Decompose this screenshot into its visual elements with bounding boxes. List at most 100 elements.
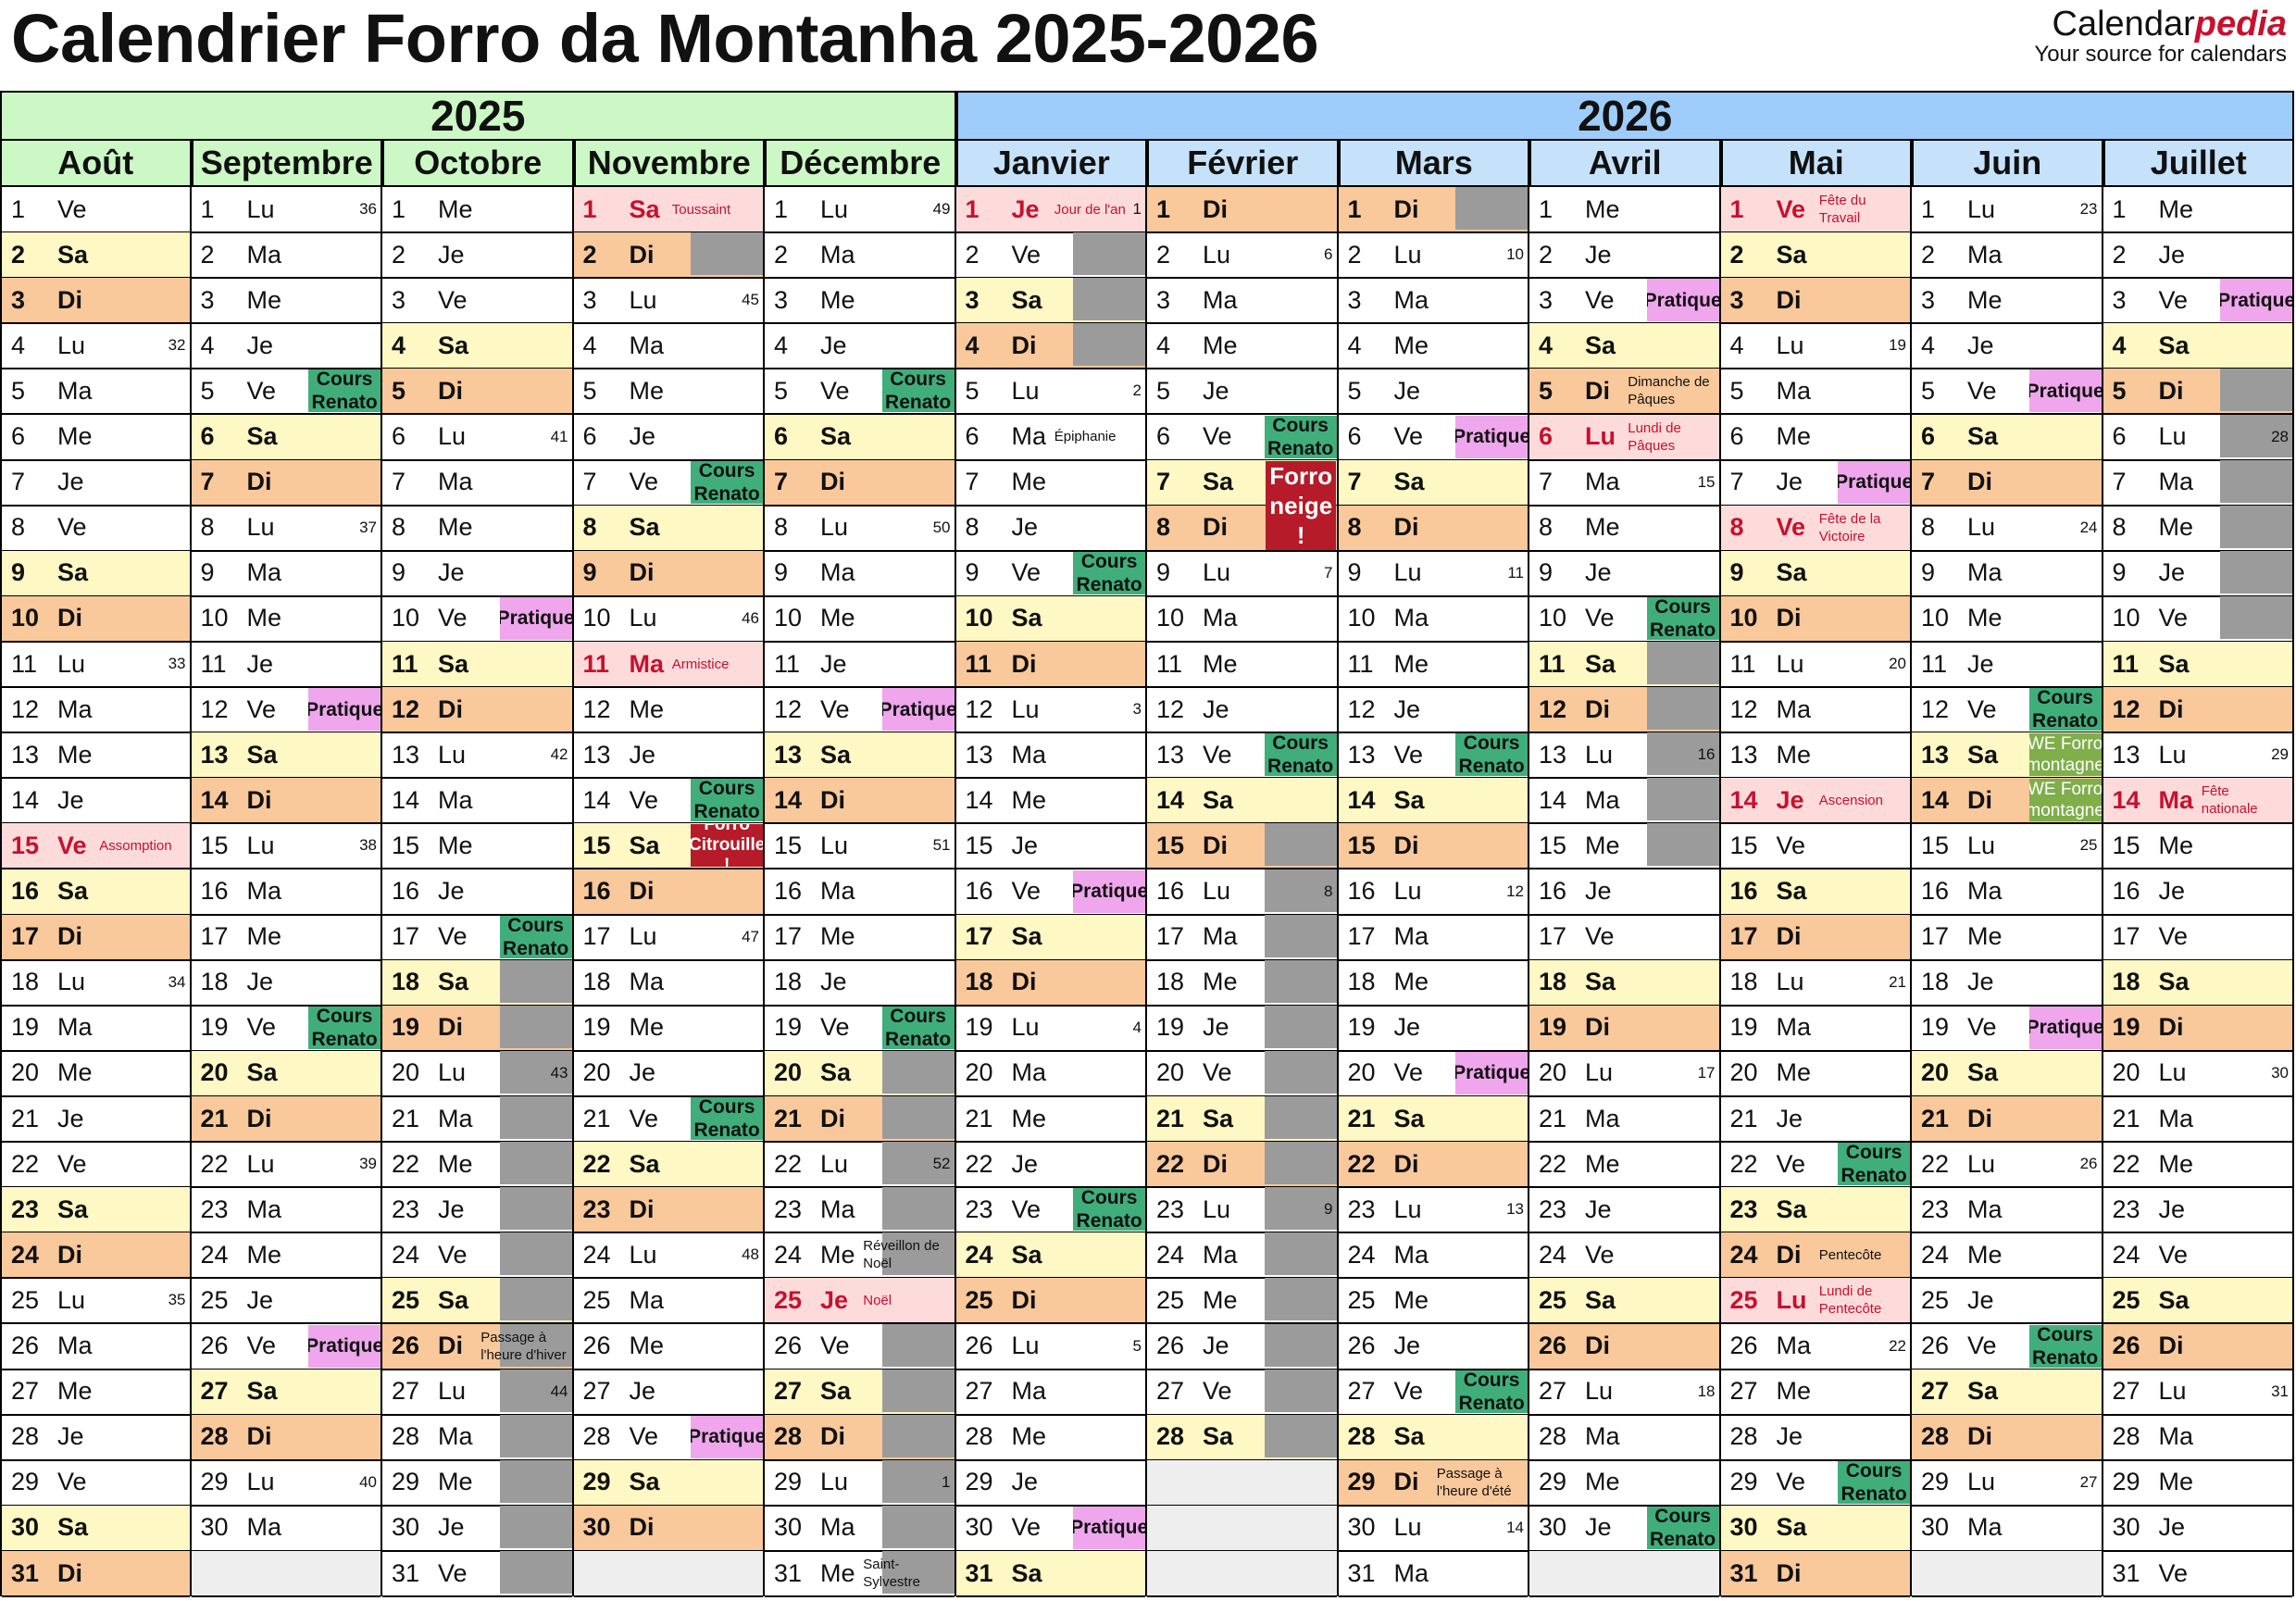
day-cell[interactable]: 7 Di [765,459,955,507]
day-cell[interactable]: 22 Lu 39 [191,1142,381,1189]
day-cell[interactable]: 3 Di [1720,278,1910,325]
day-cell[interactable]: 15 Ve Assomption [2,823,190,870]
day-cell[interactable]: 20 Ma [955,1051,1145,1097]
day-cell[interactable]: 20 Sa [765,1050,955,1097]
day-cell[interactable]: 6 Lu Lundi de Pâques [1529,414,1719,461]
day-cell[interactable]: 19 Di [1529,1005,1719,1052]
day-cell[interactable]: 29 Me [382,1459,572,1507]
day-cell[interactable]: 31 Ma [1338,1551,1528,1598]
day-cell[interactable]: 5 Di Dimanche de Pâques [1529,369,1719,416]
day-cell[interactable]: 3 Ve [382,278,572,325]
day-cell[interactable]: 29 Ve Cours Renato [1720,1460,1910,1507]
day-cell[interactable]: 6 Je [573,415,763,461]
day-cell[interactable]: 16 Ma [765,869,955,916]
day-cell[interactable]: 2 Ma [1912,232,2102,280]
day-cell[interactable]: 20 Lu 43 [382,1050,572,1097]
day-cell[interactable]: 29 Me [2103,1460,2292,1507]
event-cours[interactable]: Cours Renato [881,369,955,413]
day-cell[interactable]: 13 Ma [955,732,1145,780]
day-cell[interactable]: 14 Ma Fête nationale [2103,778,2292,825]
event-cours[interactable]: Cours Renato [1264,415,1337,458]
day-cell[interactable]: 24 Di Pentecôte [1720,1232,1910,1280]
day-cell[interactable]: 3 Di [2,278,190,325]
day-cell[interactable]: 28 Sa [1338,1414,1528,1461]
day-cell[interactable]: 26 Di [1529,1323,1719,1370]
day-cell[interactable]: 21 Ve Cours Renato [573,1096,763,1144]
day-cell[interactable]: 5 Ma [2,369,190,416]
day-cell[interactable]: 16 Je [382,869,572,916]
day-cell[interactable]: 27 Ma [955,1370,1145,1416]
day-cell[interactable]: 26 Ma [2,1324,190,1370]
day-cell[interactable]: 13 Ve Cours Renato [1147,732,1337,780]
day-cell[interactable]: 26 Je [1338,1324,1528,1370]
day-cell[interactable]: 20 Me [1720,1051,1910,1097]
day-cell[interactable]: 29 Ve [2,1460,190,1507]
day-cell[interactable]: 29 Lu 27 [1912,1460,2102,1507]
day-cell[interactable]: 17 Di [2,914,190,961]
day-cell[interactable]: 21 Ma [382,1096,572,1144]
day-cell[interactable]: 30 Je Cours Renato [1529,1506,1719,1552]
event-prat[interactable]: Pratique [2220,279,2292,322]
day-cell[interactable]: 26 Je [1147,1323,1337,1370]
day-cell[interactable]: 13 Sa WE Forro montagne [1912,732,2102,780]
day-cell[interactable]: 4 Lu 32 [2,323,190,370]
day-cell[interactable]: 11 Je [765,642,955,689]
day-cell[interactable]: 26 Lu 5 [955,1324,1145,1370]
event-cours[interactable]: Cours Renato [1073,551,1145,594]
day-cell[interactable]: 11 Lu 20 [1720,642,1910,689]
day-cell[interactable]: 10 Ve Pratique [382,596,572,643]
day-cell[interactable]: 27 Sa [1912,1369,2102,1416]
day-cell[interactable]: 10 Di [2,595,190,643]
day-cell[interactable]: 29 Me [1529,1460,1719,1507]
day-cell[interactable]: 16 Ve Pratique [955,869,1145,916]
event-cours[interactable]: Cours Renato [1646,1506,1719,1549]
day-cell[interactable]: 1 Lu 23 [1912,187,2102,234]
day-cell[interactable]: 16 Ma [1912,869,2102,916]
day-cell[interactable]: 4 Ma [573,323,763,370]
day-cell[interactable]: 31 Ve [2103,1551,2292,1598]
day-cell[interactable]: 18 Lu 21 [1720,960,1910,1007]
day-cell[interactable]: 19 Lu 4 [955,1006,1145,1052]
day-cell[interactable]: 7 Je [2,460,190,507]
day-cell[interactable]: 12 Ve Pratique [765,687,955,734]
day-cell[interactable]: 4 Me [1147,323,1337,370]
day-cell[interactable]: 22 Me [2103,1142,2292,1189]
day-cell[interactable]: 7 Ma 15 [1529,460,1719,507]
day-cell[interactable]: 16 Je [2103,869,2292,916]
day-cell[interactable]: 29 Je [955,1460,1145,1507]
day-cell[interactable]: 10 Me [1912,596,2102,643]
day-cell[interactable]: 30 Sa [2,1505,190,1552]
event-cours[interactable]: Cours Renato [1073,1188,1145,1232]
day-cell[interactable]: 30 Ma [1912,1506,2102,1552]
event-cours[interactable]: Cours Renato [691,1097,763,1141]
day-cell[interactable]: 25 Ma [573,1278,763,1325]
day-cell[interactable]: 4 Je [1912,323,2102,370]
day-cell[interactable]: 30 Lu 14 [1338,1506,1528,1552]
day-cell[interactable]: 26 Ma 22 [1720,1324,1910,1370]
day-cell[interactable]: 15 Me [2103,823,2292,870]
day-cell[interactable]: 29 Sa [573,1459,763,1507]
day-cell[interactable]: 15 Di [1338,823,1528,870]
day-cell[interactable]: 23 Je [1529,1187,1719,1234]
day-cell[interactable]: 4 Sa [1529,323,1719,370]
day-cell[interactable]: 24 Me [1912,1232,2102,1280]
day-cell[interactable]: 8 Lu 24 [1912,506,2102,552]
day-cell[interactable]: 11 Me [1338,642,1528,689]
day-cell[interactable]: 3 Ma [1147,278,1337,325]
day-cell[interactable]: 9 Ma [765,551,955,597]
day-cell[interactable]: 4 Sa [382,323,572,370]
event-cours[interactable]: Cours Renato [881,1006,955,1049]
day-cell[interactable]: 8 Lu 50 [765,506,955,552]
day-cell[interactable]: 29 Lu 40 [191,1460,381,1507]
day-cell[interactable]: 25 Di [955,1278,1145,1325]
day-cell[interactable]: 14 Je [2,778,190,825]
day-cell[interactable]: 5 Me [573,369,763,416]
event-cours[interactable]: Cours Renato [2028,1324,2102,1368]
day-cell[interactable]: 2 Sa [2,232,190,280]
day-cell[interactable]: 17 Di [1720,914,1910,961]
event-cours[interactable]: Cours Renato [2028,688,2102,732]
day-cell[interactable]: 3 Me [765,278,955,325]
day-cell[interactable]: 13 Lu 29 [2103,732,2292,780]
day-cell[interactable]: 6 Me [2,415,190,461]
day-cell[interactable]: 20 Sa [191,1050,381,1097]
